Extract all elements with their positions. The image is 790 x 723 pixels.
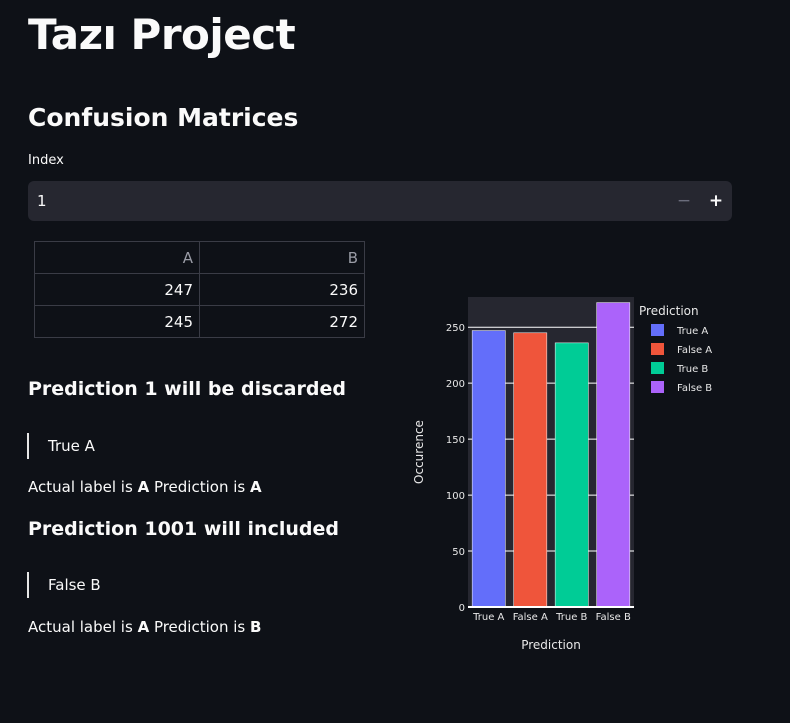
pred-prefix: Prediction is bbox=[149, 618, 250, 636]
index-value[interactable]: 1 bbox=[37, 192, 47, 210]
bar bbox=[471, 330, 506, 608]
decrement-button[interactable]: − bbox=[676, 191, 692, 211]
x-axis-label: Prediction bbox=[521, 638, 581, 652]
table-cell: 245 bbox=[34, 305, 200, 338]
actual-label: A bbox=[137, 618, 150, 636]
index-label: Index bbox=[28, 153, 64, 168]
legend-swatch bbox=[651, 324, 664, 336]
confusion-matrix-table: A B 247 236 245 272 bbox=[34, 241, 365, 338]
increment-button[interactable]: + bbox=[708, 191, 724, 211]
column-header-b[interactable]: B bbox=[199, 241, 365, 274]
legend-entry: False A bbox=[677, 345, 712, 356]
table-row: 245 272 bbox=[34, 305, 365, 338]
y-tick-label: 200 bbox=[446, 379, 465, 390]
column-header-a[interactable]: A bbox=[34, 241, 200, 274]
prediction-heading: Prediction 1 will be discarded bbox=[28, 378, 346, 400]
legend-title: Prediction bbox=[639, 304, 699, 318]
prediction-quote: True A bbox=[27, 433, 95, 459]
bar bbox=[554, 342, 589, 608]
y-axis-label: Occurence bbox=[412, 420, 426, 484]
legend-entry: True B bbox=[676, 364, 708, 375]
section-title: Confusion Matrices bbox=[28, 103, 299, 132]
legend-entry: False B bbox=[677, 383, 712, 394]
prediction-detail: Actual label is A Prediction is B bbox=[28, 617, 261, 637]
legend-swatch bbox=[651, 362, 664, 374]
y-tick-label: 100 bbox=[446, 491, 465, 502]
table-cell: 272 bbox=[199, 305, 365, 338]
x-tick-label: True B bbox=[555, 612, 587, 623]
prediction-heading: Prediction 1001 will included bbox=[28, 518, 339, 540]
x-tick-label: False B bbox=[596, 612, 631, 623]
legend-entry: True A bbox=[676, 326, 708, 337]
table-header-row: A B bbox=[34, 241, 365, 274]
x-tick-label: True A bbox=[472, 612, 504, 623]
app-title: Tazı Project bbox=[28, 10, 296, 59]
index-number-input[interactable]: 1 − + bbox=[28, 181, 732, 221]
bar bbox=[513, 332, 548, 608]
x-tick-label: False A bbox=[513, 612, 548, 623]
legend-swatch bbox=[651, 343, 664, 355]
y-tick-label: 0 bbox=[459, 603, 465, 614]
bar bbox=[596, 302, 631, 608]
actual-label: A bbox=[137, 478, 150, 496]
actual-prefix: Actual label is bbox=[28, 618, 138, 636]
pred-prefix: Prediction is bbox=[149, 478, 250, 496]
prediction-detail: Actual label is A Prediction is A bbox=[28, 477, 262, 497]
legend-swatch bbox=[651, 381, 664, 393]
actual-prefix: Actual label is bbox=[28, 478, 138, 496]
y-tick-label: 50 bbox=[452, 547, 465, 558]
predicted-label: B bbox=[249, 618, 262, 636]
y-tick-label: 150 bbox=[446, 435, 465, 446]
y-tick-label: 250 bbox=[446, 323, 465, 334]
prediction-quote: False B bbox=[27, 572, 101, 598]
predicted-label: A bbox=[249, 478, 262, 496]
